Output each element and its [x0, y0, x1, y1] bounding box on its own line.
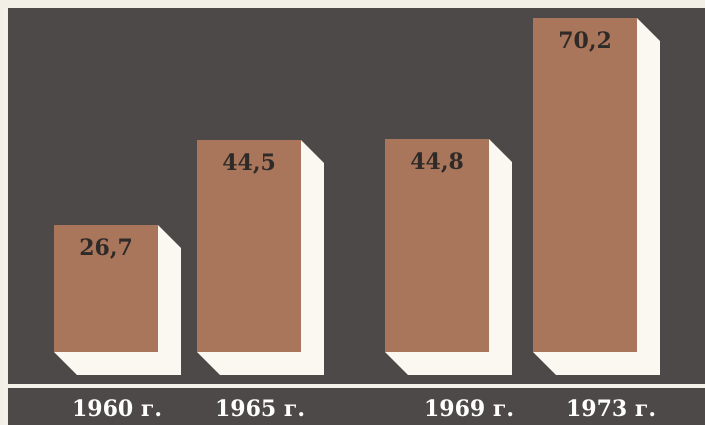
bar-value-label: 70,2	[558, 28, 612, 54]
category-axis-band	[8, 388, 705, 425]
category-tick-label: 1960 г.	[72, 396, 162, 422]
category-axis: 1960 г. 1965 г. 1969 г. 1973 г.	[72, 396, 656, 422]
bar-group: 44,5	[197, 140, 324, 375]
bar-group: 70,2	[533, 18, 660, 375]
category-tick-label: 1969 г.	[424, 396, 514, 422]
bars: 26,7 44,5 44,8 70,2	[54, 18, 660, 375]
bar-value-label: 26,7	[79, 235, 133, 261]
category-tick-label: 1965 г.	[215, 396, 305, 422]
bar-extrusion	[533, 18, 660, 375]
bar-extrusion	[197, 140, 324, 375]
category-tick-label: 1973 г.	[566, 396, 656, 422]
bar-group: 44,8	[385, 139, 512, 375]
bar-group: 26,7	[54, 225, 181, 375]
bar	[197, 140, 301, 352]
bar-value-label: 44,8	[410, 149, 464, 175]
bar	[54, 225, 158, 352]
bar-value-label: 44,5	[222, 150, 276, 176]
bar	[533, 18, 637, 352]
bar-extrusion	[54, 225, 181, 375]
bar-extrusion	[385, 139, 512, 375]
bar	[385, 139, 489, 352]
